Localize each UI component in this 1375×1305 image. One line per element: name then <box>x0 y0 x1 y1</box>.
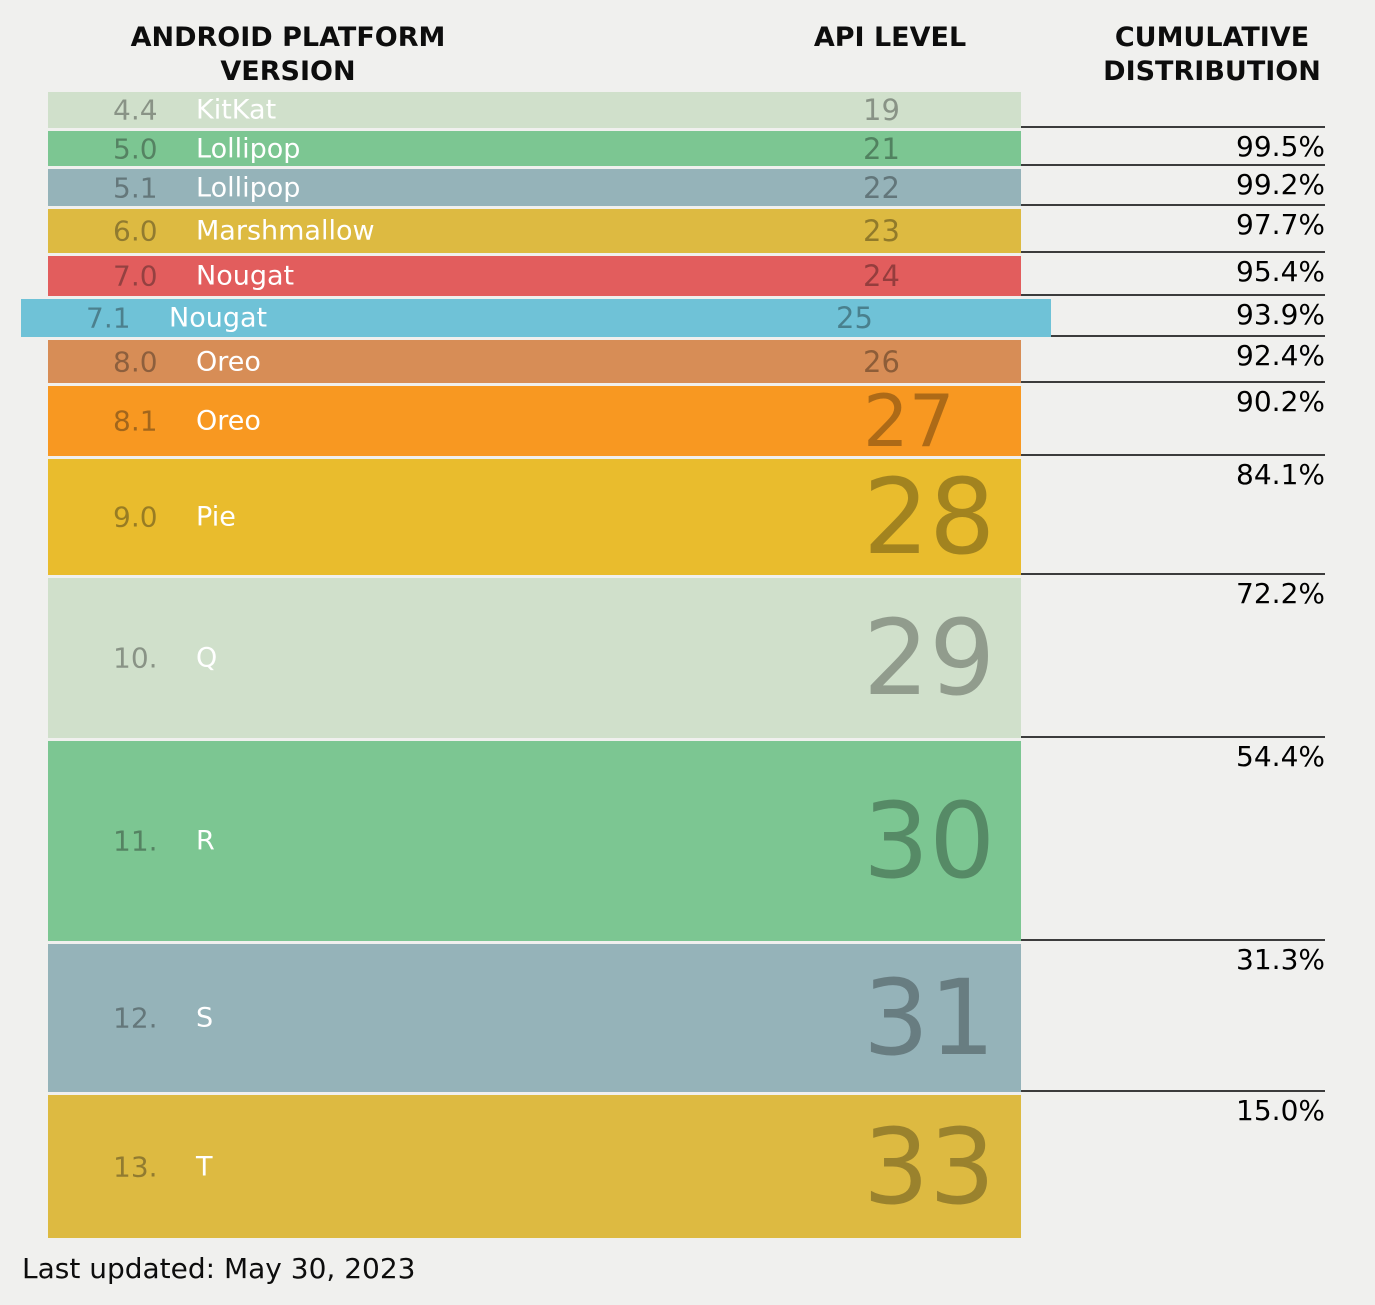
version-row-oreo-81[interactable]: 90.2% 8.1 Oreo 27 <box>0 379 1375 463</box>
version-name: Lollipop <box>196 172 301 203</box>
cumulative-value: 84.1% <box>1236 458 1325 491</box>
version-name: R <box>196 825 215 857</box>
version-name: T <box>196 1151 213 1182</box>
version-name: Oreo <box>196 405 261 437</box>
cumulative-marker: 15.0% <box>1021 1090 1325 1127</box>
version-number: 5.1 <box>113 171 158 204</box>
cumulative-value: 93.9% <box>1236 298 1325 331</box>
cumulative-marker: 31.3% <box>1021 939 1325 976</box>
api-level: 23 <box>863 214 900 248</box>
version-bar[interactable]: 12. S 31 <box>48 944 1021 1092</box>
version-number: 6.0 <box>113 214 158 248</box>
version-row-nougat-71-selected[interactable]: 93.9% 7.1 Nougat 25 <box>0 294 1375 337</box>
version-row-marshmallow[interactable]: 97.7% 6.0 Marshmallow 23 <box>0 204 1375 253</box>
version-row-lollipop-50[interactable]: 99.5% 5.0 Lollipop 21 <box>0 126 1375 166</box>
api-level: 22 <box>863 170 900 205</box>
cumulative-marker: 99.5% <box>1021 126 1325 163</box>
version-row-r[interactable]: 54.4% 11. R 30 <box>0 736 1375 941</box>
version-bar[interactable]: 11. R 30 <box>48 741 1021 941</box>
version-row-q[interactable]: 72.2% 10. Q 29 <box>0 573 1375 738</box>
api-level: 25 <box>836 301 873 335</box>
version-bar[interactable]: 9.0 Pie 28 <box>48 456 1021 578</box>
cumulative-marker: 93.9% <box>1021 294 1325 331</box>
column-header-cumulative-distribution: CUMULATIVE DISTRIBUTION <box>1103 22 1321 87</box>
api-level: 26 <box>863 344 900 379</box>
column-header-android-platform-version: ANDROID PLATFORM VERSION <box>130 22 446 87</box>
api-level: 21 <box>863 131 900 166</box>
version-row-lollipop-51[interactable]: 99.2% 5.1 Lollipop 22 <box>0 164 1375 206</box>
api-level: 31 <box>863 957 996 1079</box>
api-level: 19 <box>863 93 900 127</box>
version-number: 10. <box>113 641 158 675</box>
version-number: 7.0 <box>113 259 158 293</box>
cumulative-value: 99.2% <box>1236 168 1325 201</box>
version-number: 5.0 <box>113 132 158 165</box>
version-name: Marshmallow <box>196 215 375 247</box>
version-row-kitkat[interactable]: 4.4 KitKat 19 <box>0 92 1375 128</box>
cumulative-value: 72.2% <box>1236 577 1325 610</box>
api-level: 28 <box>863 456 996 578</box>
version-number: 13. <box>113 1150 158 1183</box>
cumulative-marker: 54.4% <box>1021 736 1325 773</box>
version-number: 8.1 <box>113 404 158 438</box>
version-row-s[interactable]: 31.3% 12. S 31 <box>0 939 1375 1092</box>
cumulative-value: 99.5% <box>1236 130 1325 163</box>
api-level: 24 <box>863 259 900 293</box>
cumulative-marker: 72.2% <box>1021 573 1325 610</box>
version-name: Nougat <box>196 260 295 292</box>
cumulative-value: 97.7% <box>1236 208 1325 241</box>
cumulative-marker: 99.2% <box>1021 164 1325 201</box>
version-row-t[interactable]: 15.0% 13. T 33 <box>0 1090 1375 1238</box>
cumulative-value: 31.3% <box>1236 943 1325 976</box>
api-level: 27 <box>863 379 955 463</box>
cumulative-value: 95.4% <box>1236 255 1325 288</box>
cumulative-marker: 95.4% <box>1021 251 1325 288</box>
version-name: Lollipop <box>196 133 301 164</box>
version-bar[interactable]: 6.0 Marshmallow 23 <box>48 209 1021 253</box>
version-row-nougat-70[interactable]: 95.4% 7.0 Nougat 24 <box>0 251 1375 296</box>
version-bar[interactable]: 13. T 33 <box>48 1095 1021 1238</box>
version-bar[interactable]: 4.4 KitKat 19 <box>48 92 1021 128</box>
version-row-oreo-80[interactable]: 92.4% 8.0 Oreo 26 <box>0 335 1375 383</box>
cumulative-value: 92.4% <box>1236 339 1325 372</box>
version-bar[interactable]: 8.1 Oreo 27 <box>48 379 1021 463</box>
cumulative-marker: 92.4% <box>1051 335 1325 372</box>
cumulative-marker: 84.1% <box>1021 454 1325 491</box>
cumulative-marker: 97.7% <box>1021 204 1325 241</box>
cumulative-value: 90.2% <box>1236 385 1325 418</box>
cumulative-value: 15.0% <box>1236 1094 1325 1127</box>
version-bar[interactable]: 8.0 Oreo 26 <box>48 340 1021 383</box>
version-name: Oreo <box>196 346 261 377</box>
version-number: 11. <box>113 824 158 858</box>
cumulative-value: 54.4% <box>1236 740 1325 773</box>
version-row-pie[interactable]: 84.1% 9.0 Pie 28 <box>0 454 1375 578</box>
api-level: 30 <box>863 780 996 902</box>
version-name: Pie <box>196 501 236 533</box>
version-number: 4.4 <box>113 93 158 127</box>
version-bar[interactable]: 7.0 Nougat 24 <box>48 256 1021 296</box>
cumulative-marker: 90.2% <box>1021 381 1325 418</box>
version-name: S <box>196 1002 214 1034</box>
version-name: Q <box>196 642 218 674</box>
version-number: 8.0 <box>113 345 158 378</box>
api-level: 29 <box>863 597 996 719</box>
version-bar[interactable]: 10. Q 29 <box>48 578 1021 738</box>
version-number: 9.0 <box>113 500 158 534</box>
version-bar-selected[interactable]: 7.1 Nougat 25 <box>21 299 1051 337</box>
android-version-distribution-chart: 4.4 KitKat 19 99.5% 5.0 Lollipop 21 99.2… <box>0 92 1375 1241</box>
version-bar[interactable]: 5.0 Lollipop 21 <box>48 131 1021 166</box>
version-number: 12. <box>113 1001 158 1035</box>
version-name: KitKat <box>196 94 277 126</box>
version-bar[interactable]: 5.1 Lollipop 22 <box>48 169 1021 206</box>
version-number: 7.1 <box>86 301 131 335</box>
last-updated-label: Last updated: May 30, 2023 <box>22 1252 416 1285</box>
api-level: 33 <box>863 1105 996 1228</box>
version-name: Nougat <box>169 302 268 334</box>
column-header-api-level: API LEVEL <box>813 22 967 53</box>
